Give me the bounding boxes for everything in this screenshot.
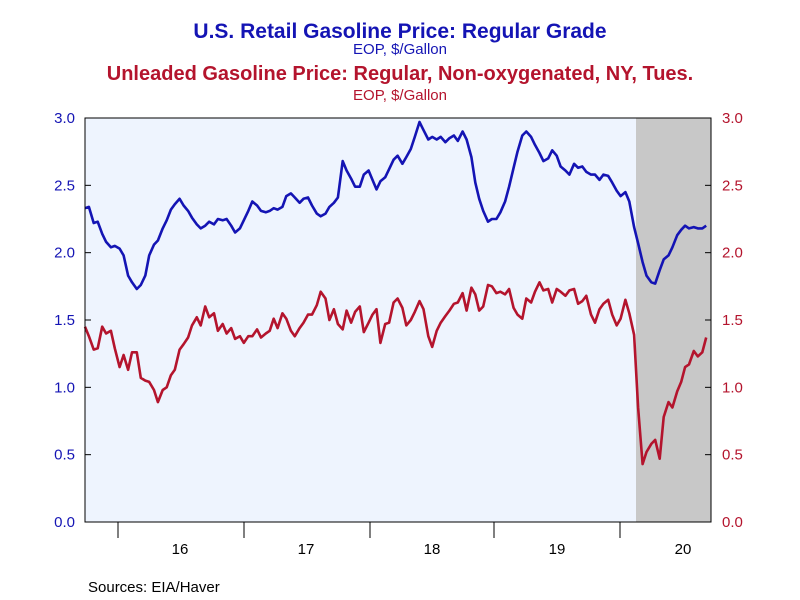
y-tick-label-right: 1.5 xyxy=(722,312,743,329)
x-tick-label: 20 xyxy=(675,541,692,558)
x-tick-label: 18 xyxy=(424,541,441,558)
y-tick-label-left: 1.5 xyxy=(54,312,75,329)
y-tick-label-left: 0.5 xyxy=(54,447,75,464)
x-tick-label: 17 xyxy=(298,541,315,558)
y-tick-label-left: 2.0 xyxy=(54,245,75,262)
plot-area: 0.0 0.0 0.5 0.5 1.0 1.0 1.5 1.5 2.0 2.0 2.5 2.5 3.0 3… xyxy=(54,110,743,558)
y-tick-label-right: 0.5 xyxy=(722,447,743,464)
y-tick-label-right: 2.5 xyxy=(722,177,743,194)
chart-subtitle-2: EOP, $/Gallon xyxy=(353,87,447,104)
chart-subtitle: EOP, $/Gallon xyxy=(353,41,447,58)
y-tick-label-left: 1.0 xyxy=(54,379,75,396)
series-line-ny-unleaded xyxy=(83,280,708,466)
x-tick-label: 16 xyxy=(172,541,189,558)
y-tick-label-right: 2.0 xyxy=(722,245,743,262)
series-line-retail-regular xyxy=(84,120,707,291)
y-tick-label-right: 0.0 xyxy=(722,514,743,531)
shaded-period xyxy=(636,118,711,522)
x-tick-label: 19 xyxy=(549,541,566,558)
y-tick-label-left: 0.0 xyxy=(54,514,75,531)
chart-title: U.S. Retail Gasoline Price: Regular Grad… xyxy=(193,20,606,43)
y-tick-label-right: 3.0 xyxy=(722,110,743,127)
chart-title-2: Unleaded Gasoline Price: Regular, Non-ox… xyxy=(107,63,693,85)
plot-background xyxy=(85,118,711,522)
y-tick-label-left: 2.5 xyxy=(54,177,75,194)
y-tick-label-right: 1.0 xyxy=(722,379,743,396)
source-note: Sources: EIA/Haver xyxy=(88,579,220,596)
y-tick-label-left: 3.0 xyxy=(54,110,75,127)
